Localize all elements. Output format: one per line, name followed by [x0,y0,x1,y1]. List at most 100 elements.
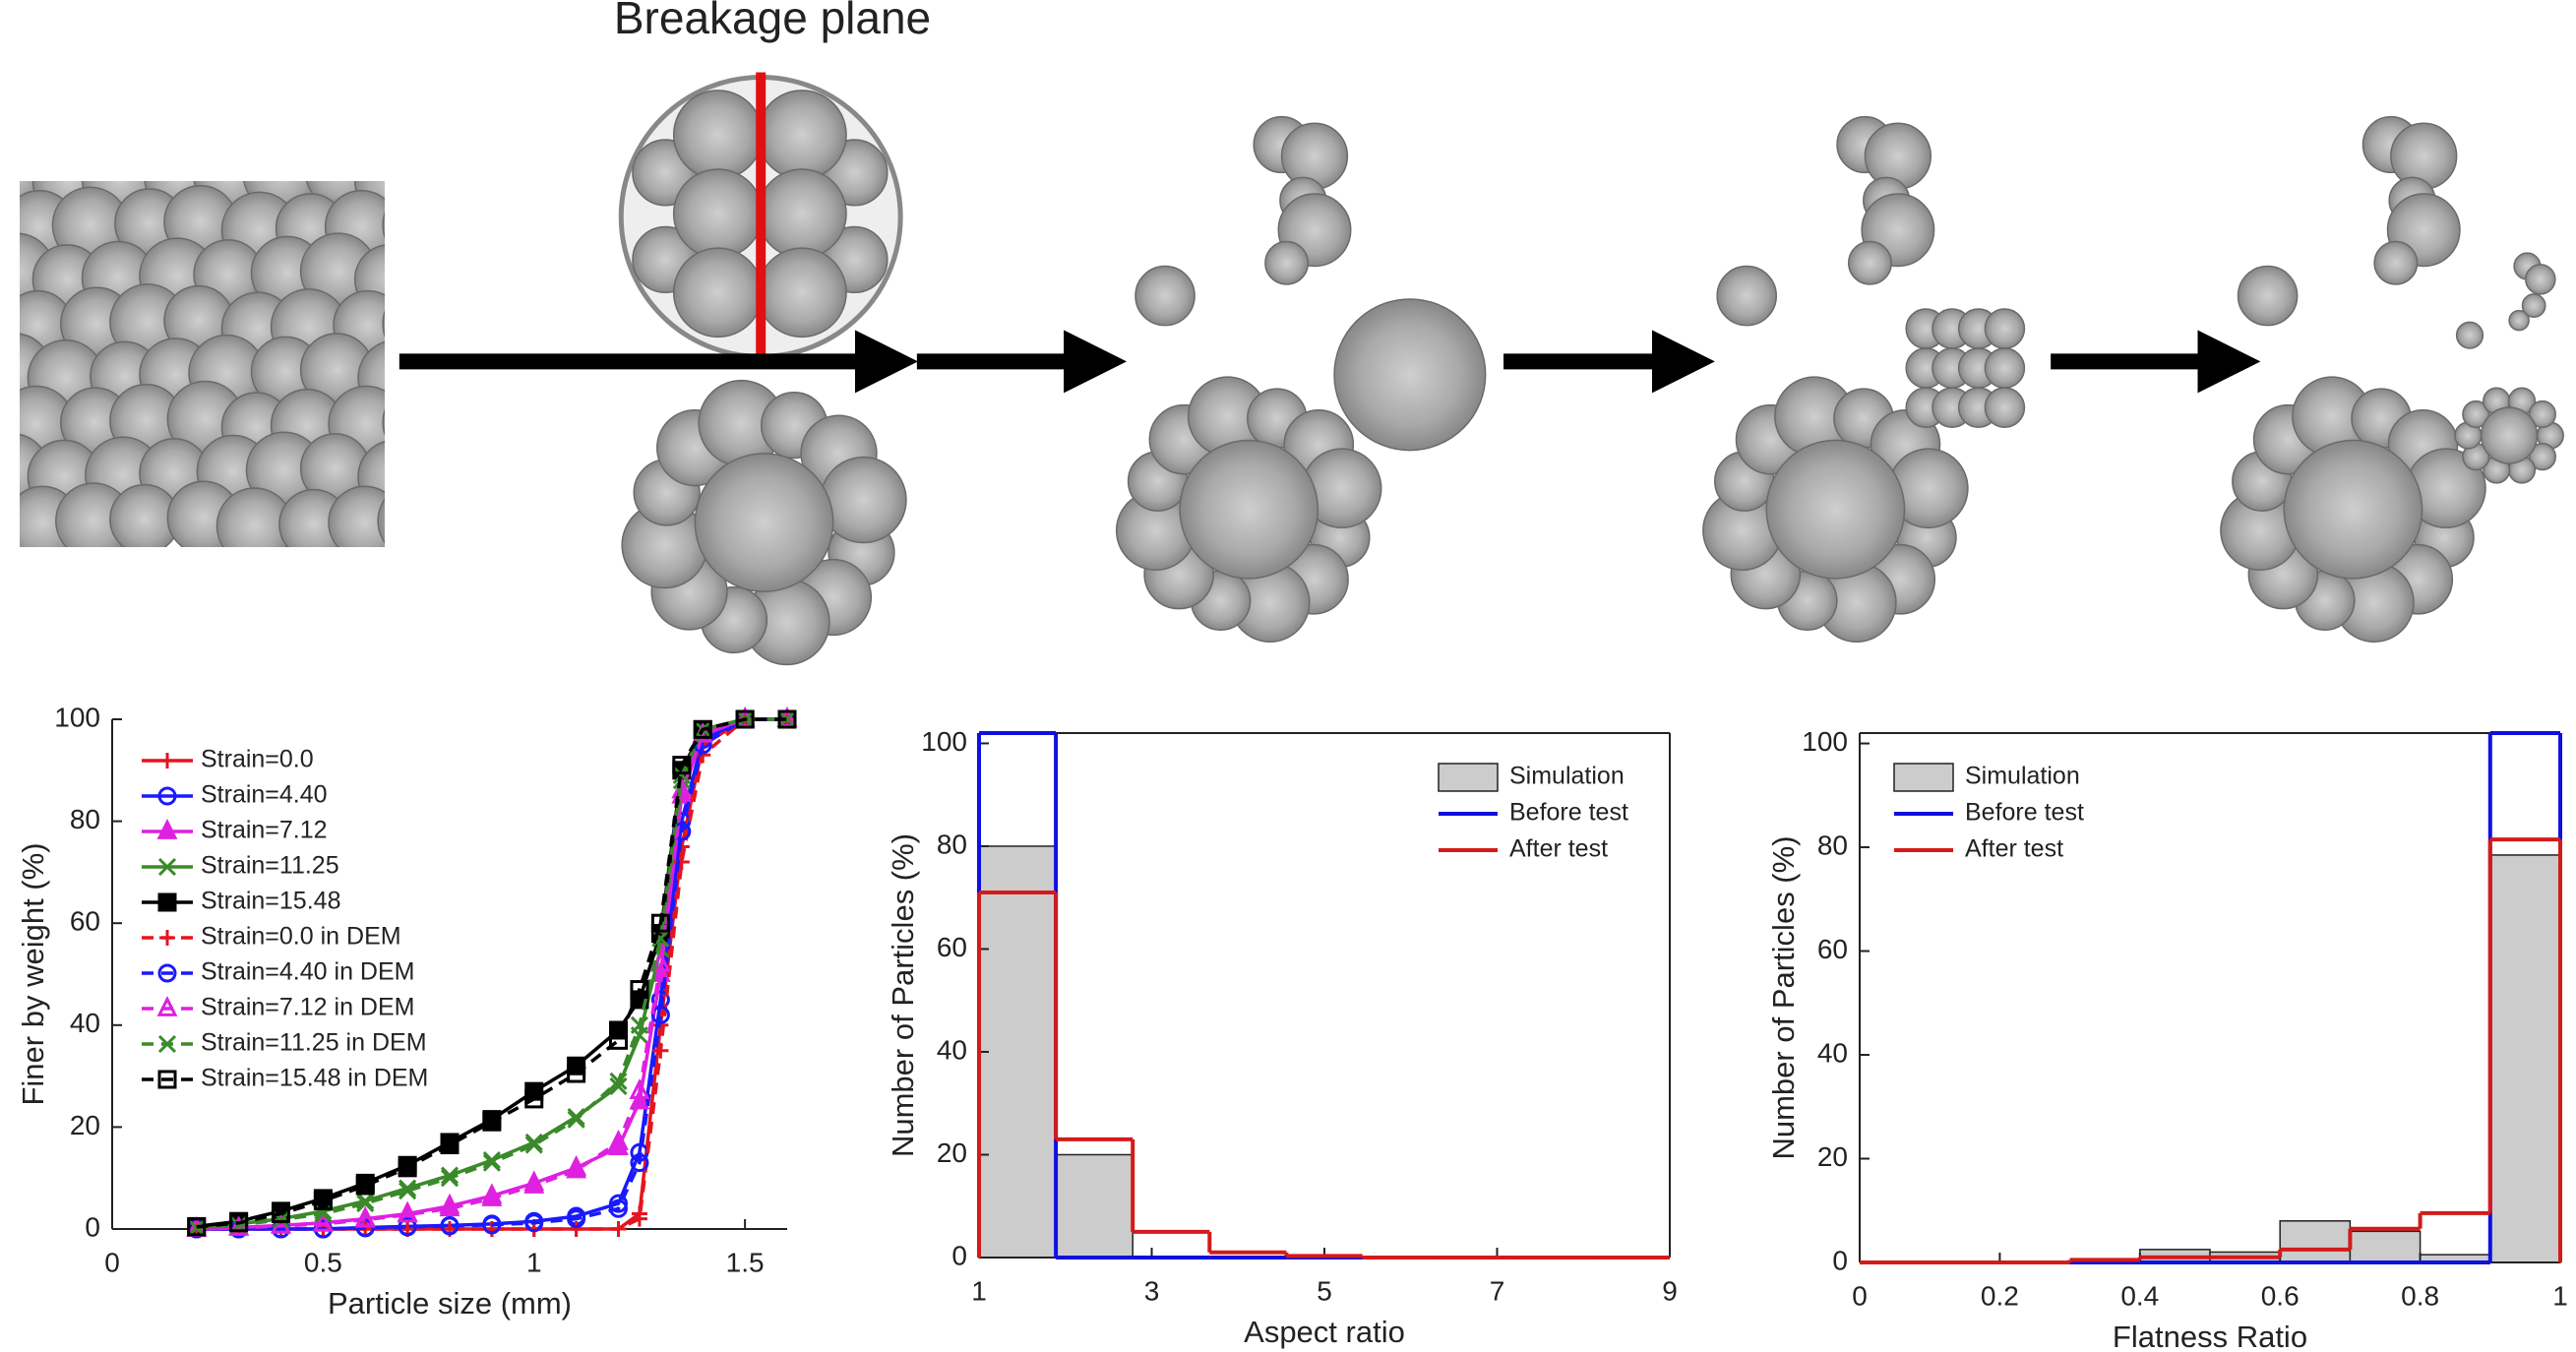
y-tick-label: 80 [70,804,100,834]
legend-label: After test [1965,835,2063,863]
marker [229,1213,249,1233]
y-tick-label: 80 [937,829,967,859]
legend-label: Simulation [1965,763,2080,790]
sphere [672,247,764,338]
marker [440,1166,460,1185]
marker [312,1210,334,1232]
y-tick-label: 20 [70,1110,100,1140]
y-tick-label: 40 [1817,1037,1848,1068]
sphere [382,211,385,239]
legend-label: Strain=11.25 in DEM [201,1029,427,1057]
marker [399,1182,417,1200]
sphere [1984,347,2026,389]
sphere [1984,308,2026,349]
sphere [2390,122,2458,190]
x-tick-label: 5 [1317,1275,1332,1306]
sphere [757,90,847,180]
sphere [2237,265,2299,327]
marker [649,951,671,972]
x-axis-label: Aspect ratio [1244,1315,1405,1349]
legend-marker [156,819,178,839]
y-tick-label: 0 [85,1211,100,1242]
y-axis-label: Finer by weight (%) [16,842,50,1105]
marker [439,1196,460,1217]
legend-label: Before test [1965,799,2084,827]
marker [482,1112,502,1132]
x-tick-label: 1 [971,1275,987,1306]
marker [609,1194,628,1213]
x-tick-label: 7 [1490,1275,1505,1306]
marker [566,1157,587,1179]
sphere [382,408,385,436]
marker [523,1173,545,1194]
legend-marker [157,892,177,912]
marker [609,1030,628,1050]
legend-marker [159,753,175,768]
sphere [694,453,834,592]
x-tick-label: 0.5 [304,1247,342,1277]
marker [356,1195,375,1213]
y-tick-label: 20 [1817,1141,1848,1172]
marker [187,1218,206,1238]
legend-label: Strain=15.48 [201,888,340,915]
marker [609,1072,628,1090]
legend-label: After test [1509,835,1608,863]
x-tick-label: 0.8 [2401,1280,2439,1311]
sphere [2521,293,2546,319]
illustration [399,72,2564,666]
sphere [1864,122,1932,190]
sphere [1264,240,1310,285]
legend-marker [157,857,177,877]
y-tick-label: 20 [937,1137,967,1168]
marker [568,1221,584,1237]
marker [524,1136,543,1154]
sphere [1179,439,1319,580]
sphere [2525,264,2556,295]
marker [630,980,649,1000]
marker [777,709,797,729]
marker [354,1206,376,1228]
marker [482,1153,501,1172]
y-tick-label: 60 [937,932,967,962]
series-line [196,717,787,1229]
y-tick-label: 80 [1817,830,1848,860]
sphere [328,485,385,547]
marker [672,766,691,785]
y-tick-label: 60 [1817,934,1848,964]
x-tick-label: 1 [2552,1280,2568,1311]
sphere [2528,399,2556,429]
legend-label: Strain=7.12 in DEM [201,994,414,1021]
x-tick-label: 9 [1662,1275,1678,1306]
x-tick-label: 1 [526,1247,542,1277]
marker [567,1209,586,1229]
marker [272,1203,290,1223]
sphere [1135,265,1196,327]
legend-label: Strain=15.48 in DEM [201,1065,428,1092]
marker [398,1217,417,1237]
legend-marker [157,786,177,806]
x-tick-label: 0 [104,1247,120,1277]
x-tick-label: 3 [1144,1275,1160,1306]
legend-label: Strain=11.25 [201,852,339,880]
sphere [2283,439,2423,580]
legend-marker [159,930,175,946]
bar [1055,1153,1134,1259]
legend-marker [156,996,178,1016]
bar [2489,854,2561,1263]
sphere [1984,387,2026,428]
x-axis-label: Particle size (mm) [328,1286,572,1321]
sphere [672,90,764,180]
sphere [820,456,907,544]
legend-label: Simulation [1509,763,1625,790]
marker [652,1042,669,1059]
marker [610,1221,627,1237]
marker [735,709,755,729]
marker [609,1198,628,1218]
y-tick-label: 40 [937,1034,967,1065]
marker [440,1216,460,1236]
y-axis-label: Number of Particles (%) [1766,835,1801,1159]
bar [2279,1220,2352,1263]
marker [777,709,797,729]
legend-label: Strain=7.12 [201,817,328,844]
